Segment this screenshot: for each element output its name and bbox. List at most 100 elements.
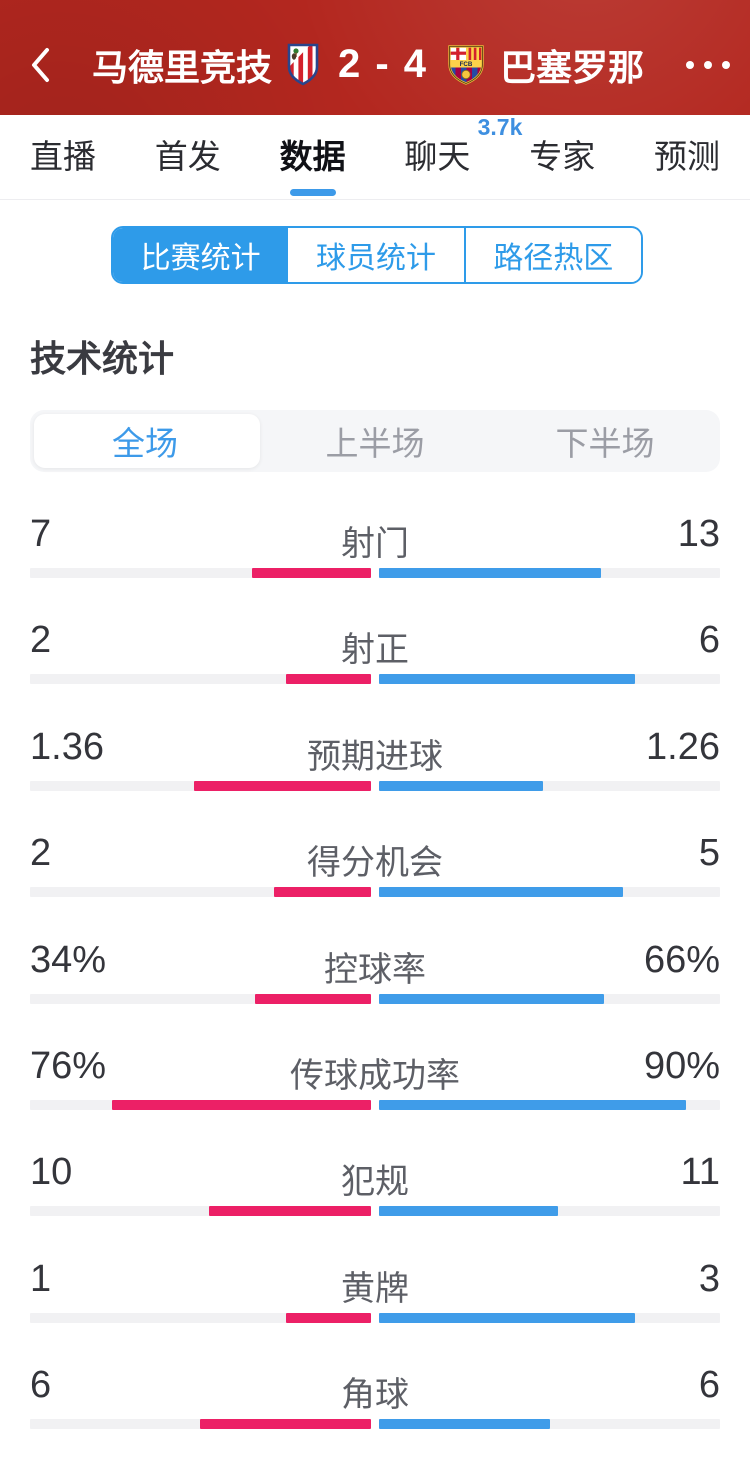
period-tabs: 全场 上半场 下半场 [30, 410, 720, 472]
stat-label: 射正 [341, 631, 409, 670]
home-value: 34% [30, 938, 107, 981]
tab-4[interactable]: 聊天 3.7k [404, 114, 523, 175]
stat-row: 10 犯规 11 [0, 1149, 750, 1255]
home-value: 7 [30, 513, 52, 555]
home-bar [286, 674, 371, 685]
away-value: 13 [677, 513, 720, 555]
stat-label: 传球成功率 [290, 1056, 460, 1095]
stat-row: 2 射正 6 [0, 617, 750, 723]
home-bar [286, 1312, 371, 1323]
home-bar-track [30, 780, 371, 791]
away-value: 5 [698, 832, 720, 875]
tab-5[interactable]: 专家 [529, 138, 596, 175]
away-bar [379, 1099, 686, 1110]
away-bar-track [379, 780, 720, 791]
stats-list: 7 射门 13 2 射正 6 1.36 预期进球 1.26 2 得分机会 5 34% 控球率 66% 76% 传… [0, 511, 750, 1461]
tab-3[interactable]: 数据 [280, 120, 346, 188]
back-button[interactable] [20, 43, 60, 87]
away-bar-track [379, 568, 720, 578]
away-bar [379, 674, 635, 685]
period-tab-2[interactable]: 上半场 [325, 425, 425, 462]
away-bar [379, 1206, 558, 1217]
home-bar-track [30, 1312, 371, 1323]
sub-tab-2[interactable]: 球员统计 [288, 228, 464, 282]
stat-row: 76% 传球成功率 90% [0, 1043, 750, 1149]
away-bar [379, 1419, 550, 1430]
home-bar [255, 993, 371, 1004]
home-bar [252, 568, 371, 578]
home-bar-track [30, 1206, 371, 1217]
away-bar-track [379, 1419, 720, 1430]
stat-label: 射门 [341, 525, 409, 563]
home-bar-track [30, 887, 371, 898]
home-bar [209, 1206, 371, 1217]
home-bar-track [30, 1099, 371, 1110]
barcelona-crest-icon: FCB [448, 44, 484, 85]
away-team-name: 巴塞罗那 [500, 46, 645, 88]
tab-6[interactable]: 预测 [653, 138, 720, 175]
stat-row: 2 得分机会 5 [0, 830, 750, 936]
home-value: 1.36 [30, 725, 104, 768]
away-bar-track [379, 993, 720, 1004]
stat-label: 黄牌 [341, 1269, 409, 1308]
away-value: 90% [643, 1044, 720, 1087]
away-bar-track [379, 674, 720, 685]
home-bar [274, 887, 371, 898]
away-bar [379, 887, 623, 898]
home-value: 76% [30, 1044, 107, 1087]
away-value: 6 [698, 619, 720, 662]
home-bar-track [30, 1419, 371, 1430]
stat-label: 预期进球 [307, 737, 443, 776]
away-bar-track [379, 1312, 720, 1323]
match-header: 马德里竞技 2 - 4 [0, 0, 750, 115]
stat-label: 角球 [341, 1376, 409, 1415]
stat-row: 1.36 预期进球 1.26 [0, 724, 750, 830]
section-title: 技术统计 [30, 338, 175, 379]
away-bar [379, 780, 543, 791]
stat-row: 6 角球 6 [0, 1362, 750, 1461]
sub-tab-3[interactable]: 路径热区 [463, 228, 641, 282]
chevron-left-icon [32, 47, 49, 82]
period-tab-1[interactable]: 全场 [112, 425, 178, 462]
home-value: 10 [30, 1151, 73, 1194]
home-value: 2 [30, 619, 52, 662]
away-value: 66% [643, 938, 720, 981]
away-bar-track [379, 1206, 720, 1217]
away-bar [379, 993, 604, 1004]
home-bar [112, 1099, 371, 1110]
period-active-chip [34, 414, 260, 468]
period-tab-3[interactable]: 下半场 [555, 425, 655, 462]
stat-row: 1 黄牌 3 [0, 1256, 750, 1362]
sub-tab-1[interactable]: 比赛统计 [113, 228, 289, 282]
away-value: 1.26 [646, 725, 720, 768]
tab-1[interactable]: 直播 [30, 138, 96, 175]
away-bar [379, 1312, 635, 1323]
home-value: 1 [30, 1257, 52, 1300]
home-value: 2 [30, 832, 52, 875]
tab-2[interactable]: 首发 [154, 138, 221, 175]
away-value: 6 [698, 1364, 720, 1407]
ellipsis-icon [686, 60, 694, 69]
home-bar [200, 1419, 371, 1430]
score: 2 - 4 [337, 42, 429, 86]
home-bar-track [30, 674, 371, 685]
stat-label: 犯规 [341, 1163, 409, 1202]
home-bar-track [30, 568, 371, 578]
stats-type-tabs: 比赛统计 球员统计 路径热区 [111, 226, 643, 284]
away-bar-track [379, 1099, 720, 1110]
match-title: 马德里竞技 2 - 4 [60, 39, 676, 91]
home-bar [194, 780, 371, 791]
atletico-madrid-crest-icon [287, 43, 319, 85]
stat-label: 得分机会 [307, 844, 443, 883]
away-value: 3 [698, 1257, 720, 1300]
home-value: 6 [30, 1364, 52, 1407]
more-button[interactable] [676, 43, 730, 87]
stat-row: 7 射门 13 [0, 511, 750, 617]
away-value: 11 [680, 1151, 720, 1194]
main-tabs: 直播 首发 数据 聊天 3.7k 专家 预测 [0, 114, 750, 200]
stat-row: 34% 控球率 66% [0, 937, 750, 1043]
away-bar-track [379, 887, 720, 898]
svg-text:FCB: FCB [460, 60, 473, 67]
away-bar [379, 568, 601, 578]
